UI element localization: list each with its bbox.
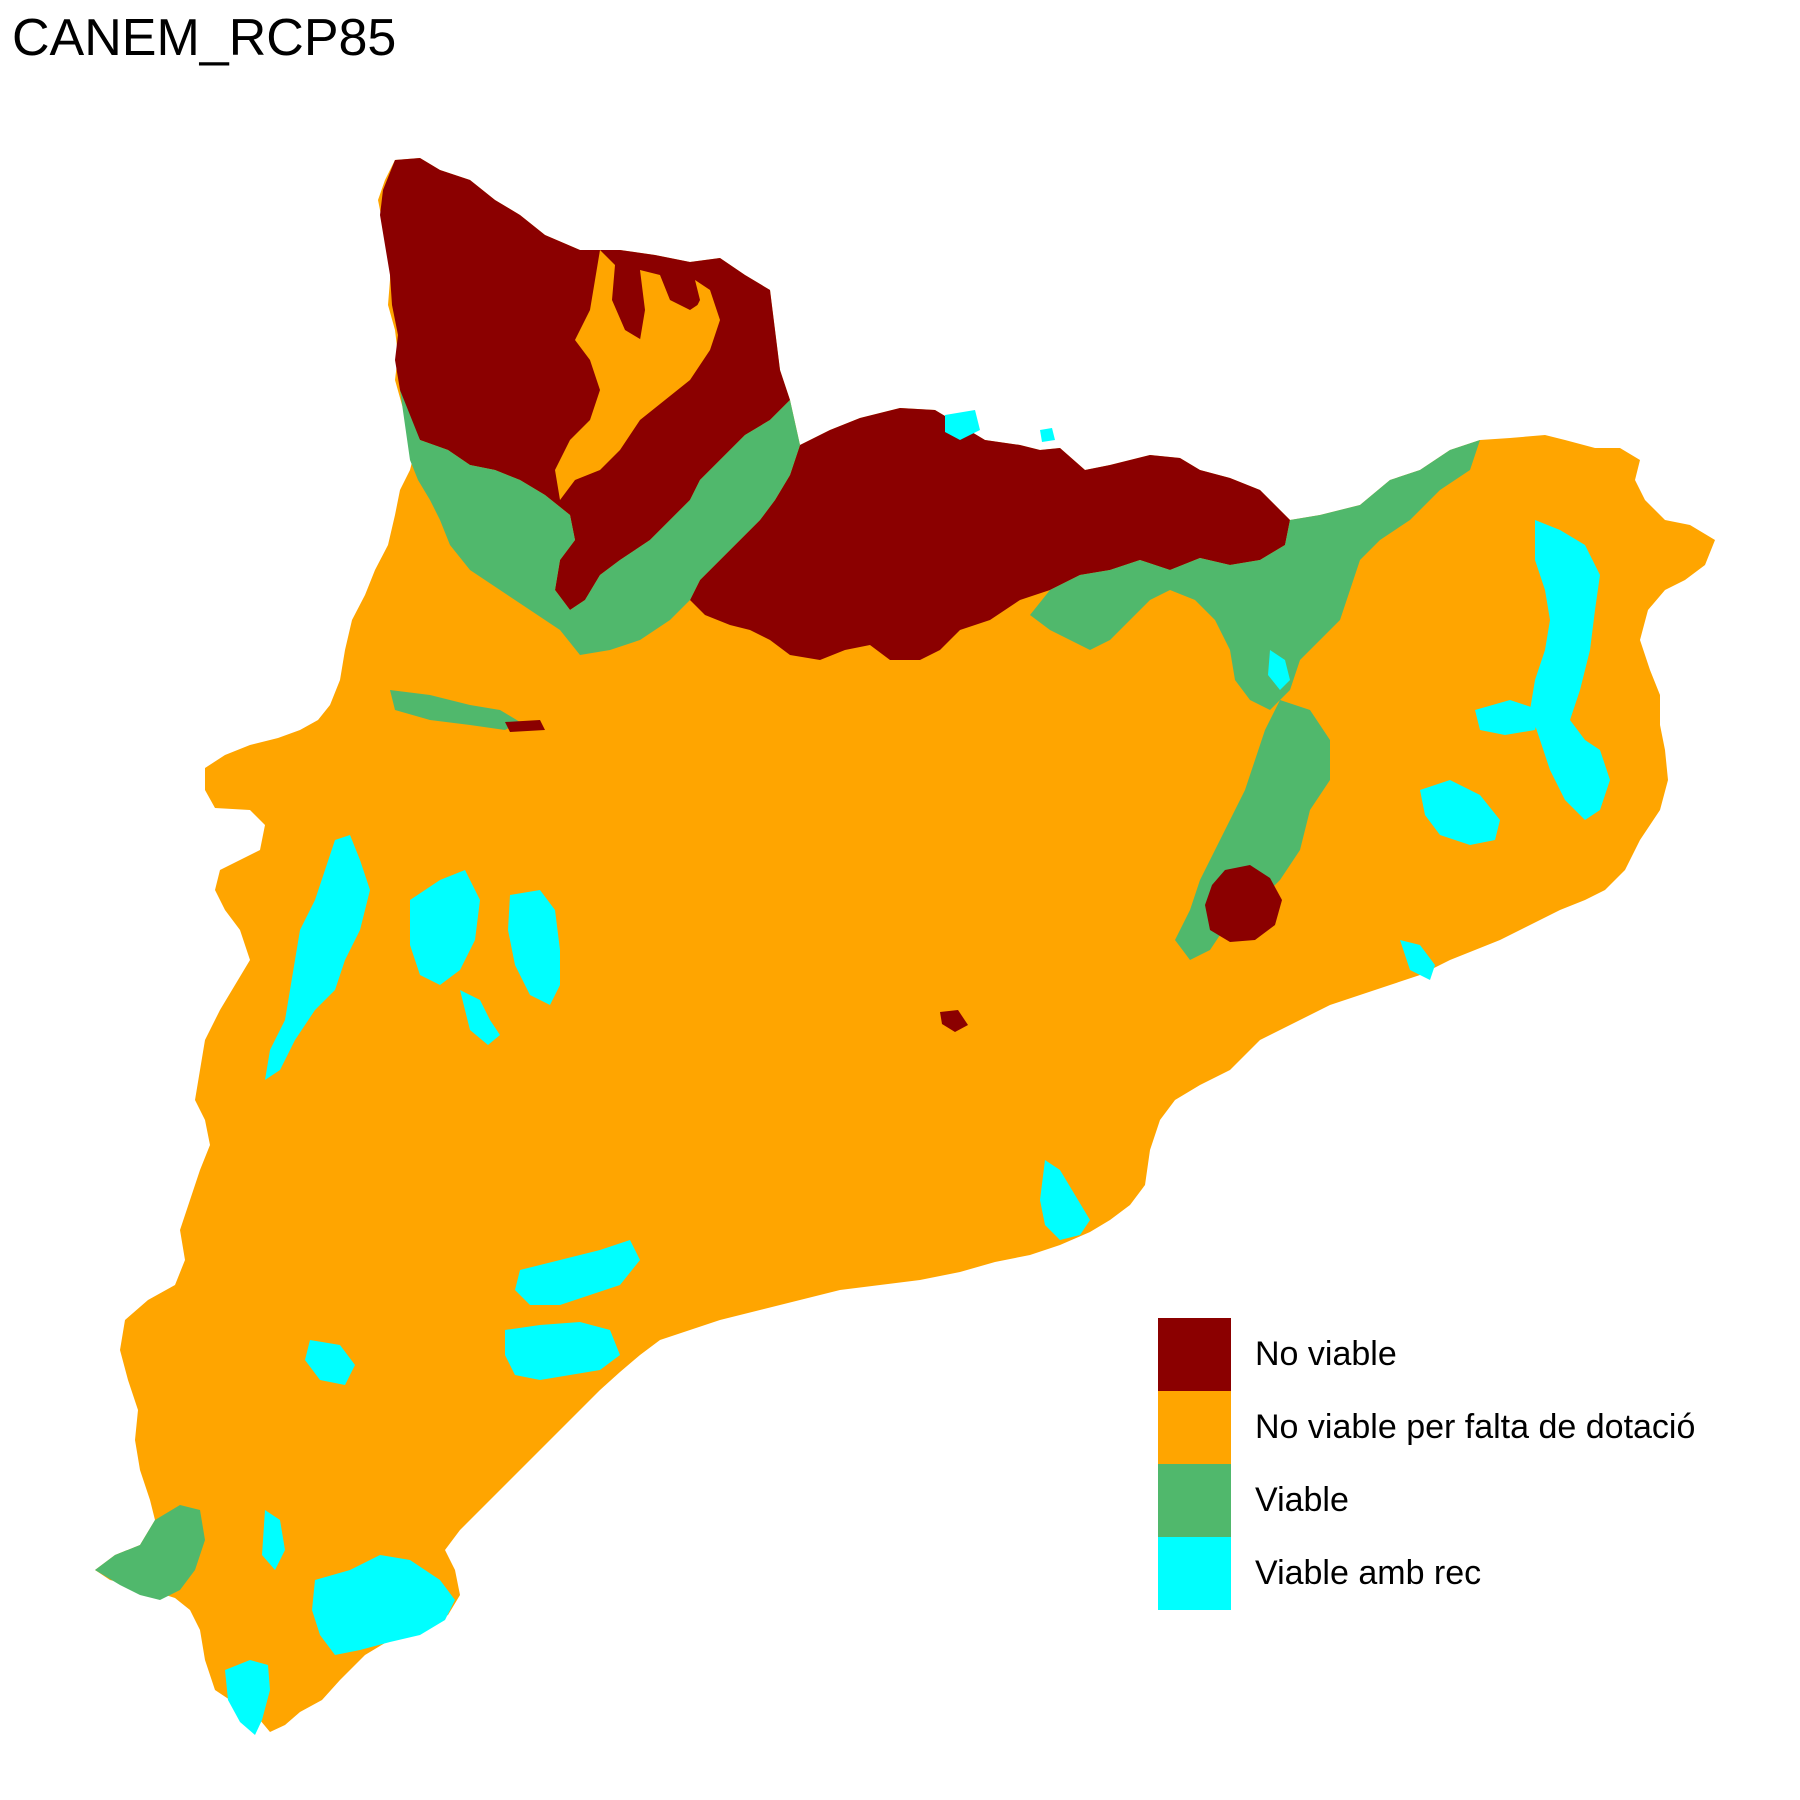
- map-title: CANEM_RCP85: [12, 9, 397, 67]
- region-irrigated: [265, 835, 370, 1080]
- legend-item: Viable: [1158, 1464, 1695, 1537]
- legend-swatch-viable-amb-rec: [1158, 1537, 1231, 1610]
- region-irrigated: [1040, 1160, 1090, 1240]
- region-irrigated: [945, 410, 980, 440]
- legend-swatch-no-viable: [1158, 1318, 1231, 1391]
- region-valley: [555, 250, 720, 500]
- region-irrigated: [460, 990, 500, 1045]
- region-viable: [1030, 440, 1480, 710]
- legend-swatch-no-viable-dotacio: [1158, 1391, 1231, 1464]
- region-irrigated: [1530, 520, 1610, 820]
- region-irrigated: [1400, 940, 1435, 980]
- region-no-viable: [1030, 470, 1080, 505]
- region-no-viable: [380, 158, 790, 610]
- legend-item: No viable per falta de dotació: [1158, 1391, 1695, 1464]
- region-irrigated: [1040, 428, 1055, 442]
- region-irrigated: [1268, 650, 1290, 690]
- region-no-viable: [940, 1010, 968, 1032]
- region-viable: [390, 690, 520, 730]
- legend-swatch-viable: [1158, 1464, 1231, 1537]
- region-irrigated: [262, 1510, 285, 1570]
- legend-label: Viable amb rec: [1255, 1554, 1482, 1592]
- region-irrigated: [515, 1240, 640, 1305]
- legend-item: Viable amb rec: [1158, 1537, 1695, 1610]
- region-viable: [400, 390, 800, 655]
- region-irrigated: [1420, 780, 1500, 845]
- region-irrigated: [312, 1555, 455, 1655]
- region-irrigated: [1475, 700, 1540, 735]
- legend-label: No viable: [1255, 1335, 1397, 1373]
- region-viable: [95, 1505, 205, 1600]
- region-no-viable: [505, 720, 545, 732]
- region-valley: [640, 270, 718, 360]
- region-irrigated: [505, 1322, 620, 1380]
- legend-label: Viable: [1255, 1481, 1349, 1519]
- region-no-viable: [1205, 865, 1282, 942]
- legend: No viable No viable per falta de dotació…: [1158, 1318, 1695, 1610]
- legend-label: No viable per falta de dotació: [1255, 1408, 1696, 1446]
- region-no-viable: [690, 408, 1290, 660]
- region-irrigated: [410, 870, 480, 985]
- legend-item: No viable: [1158, 1318, 1695, 1391]
- region-irrigated: [225, 1660, 270, 1735]
- region-irrigated: [305, 1340, 355, 1385]
- region-irrigated: [508, 890, 560, 1005]
